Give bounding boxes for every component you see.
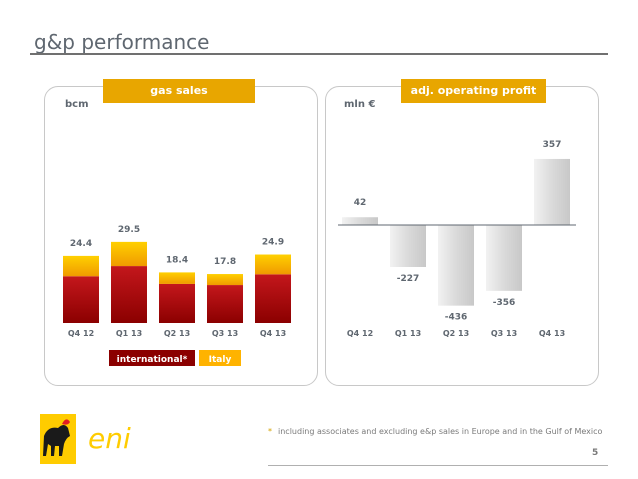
- gas-total-label-1: 29.5: [118, 225, 140, 235]
- gas-total-label-0: 24.4: [70, 239, 92, 249]
- profit-bar-4: [534, 158, 570, 225]
- bar-italy-1: [111, 241, 147, 267]
- gas-sales-unit: bcm: [65, 99, 89, 110]
- logo-wordmark: eni: [88, 422, 131, 455]
- gas-total-label-4: 24.9: [262, 238, 284, 248]
- bar-international-1: [111, 266, 147, 323]
- bar-international-2: [159, 283, 195, 323]
- profit-value-label-1: -227: [397, 274, 420, 284]
- bar-international-0: [63, 276, 99, 323]
- legend-italy-label: Italy: [209, 355, 232, 365]
- legend-italy-swatch: [199, 350, 241, 366]
- gas-sales-chart: 24.4 29.5 18.4 17.8 24.9 Q4 12 Q1 13 Q2 13 Q3 1…: [63, 225, 291, 366]
- profit-category-label-4: Q4 13: [539, 329, 565, 338]
- profit-bar-3: [486, 225, 522, 291]
- bar-italy-0: [63, 255, 99, 277]
- bar-international-3: [207, 285, 243, 323]
- profit-category-label-0: Q4 12: [347, 329, 373, 338]
- gas-category-label-4: Q4 13: [260, 329, 286, 338]
- bar-international-4: [255, 274, 291, 323]
- gas-category-label-1: Q1 13: [116, 329, 142, 338]
- title-divider: [30, 53, 608, 55]
- profit-category-label-1: Q1 13: [395, 329, 421, 338]
- profit-value-label-3: -356: [493, 298, 516, 308]
- gas-total-label-3: 17.8: [214, 257, 236, 267]
- operating-profit-unit: mln €: [344, 99, 376, 110]
- gas-category-label-3: Q3 13: [212, 329, 238, 338]
- profit-bar-0: [342, 217, 378, 225]
- profit-value-label-4: 357: [543, 140, 562, 150]
- six-legged-dog-icon: eni: [40, 414, 131, 464]
- footer-divider: [268, 465, 608, 466]
- footnote-text: including associates and excluding e&p s…: [278, 427, 603, 436]
- profit-bar-2: [438, 225, 474, 306]
- footnote-star: *: [268, 427, 272, 436]
- operating-profit-panel: adj. operating profit mln € 42 -227 -436 -3…: [325, 79, 599, 386]
- operating-profit-chart: 42 -227 -436 -356 357 Q4 12 Q1 13 Q2 13 Q3 13 Q4…: [338, 140, 576, 338]
- profit-value-label-2: -436: [445, 313, 468, 323]
- footnote: * including associates and excluding e&p …: [268, 427, 602, 436]
- bar-italy-2: [159, 272, 195, 284]
- gas-category-label-0: Q4 12: [68, 329, 94, 338]
- eni-logo: eni: [32, 414, 142, 470]
- page-title: g&p performance: [34, 30, 210, 54]
- legend-international-label: international*: [117, 355, 188, 365]
- gas-total-label-2: 18.4: [166, 255, 188, 265]
- operating-profit-header: adj. operating profit: [401, 79, 546, 103]
- profit-category-label-2: Q2 13: [443, 329, 469, 338]
- gas-category-label-2: Q2 13: [164, 329, 190, 338]
- legend-international-swatch: [109, 350, 195, 366]
- bar-italy-4: [255, 254, 291, 275]
- bar-italy-3: [207, 274, 243, 286]
- profit-category-label-3: Q3 13: [491, 329, 517, 338]
- gas-sales-panel: gas sales bcm 24.4 29.5 18.4 17.8 24.9 Q4 12…: [44, 79, 318, 386]
- page-number: 5: [592, 448, 599, 458]
- gas-sales-header: gas sales: [103, 79, 255, 103]
- profit-bar-1: [390, 225, 426, 267]
- profit-value-label-0: 42: [354, 198, 367, 208]
